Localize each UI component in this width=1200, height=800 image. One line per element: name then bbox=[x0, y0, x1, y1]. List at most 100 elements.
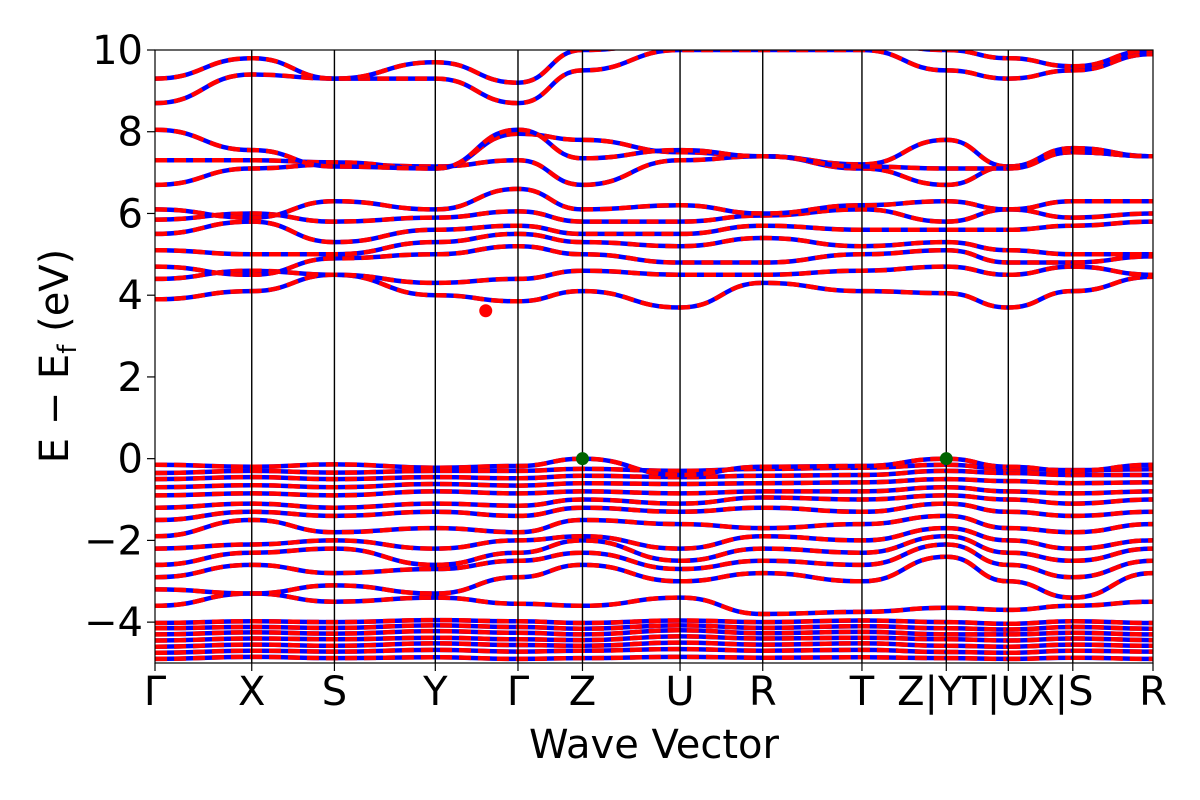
band-30-spin-down-seg-4 bbox=[1072, 149, 1153, 159]
band-15-spin-down-seg-3 bbox=[1008, 497, 1073, 506]
vbm-marker-3 bbox=[939, 452, 953, 466]
y-axis-title-unit: (eV) bbox=[32, 249, 78, 345]
band-6-spin-down-seg-3 bbox=[1008, 624, 1073, 632]
x-tick-label: R bbox=[749, 669, 777, 715]
band-6-spin-down-seg-2 bbox=[946, 626, 1009, 632]
band-5-spin-down-seg-1 bbox=[155, 628, 947, 637]
band-12-spin-down-seg-4 bbox=[1072, 538, 1153, 551]
band-8-spin-down-seg-2 bbox=[946, 605, 1009, 613]
band-3-spin-down-seg-3 bbox=[1008, 642, 1073, 649]
band-23-spin-down-seg-2 bbox=[946, 247, 1009, 265]
band-30-spin-down-seg-1 bbox=[155, 127, 947, 171]
band-17-spin-down-seg-2 bbox=[946, 476, 1009, 484]
band-6-spin-down-seg-1 bbox=[155, 623, 947, 631]
band-11-spin-down-seg-4 bbox=[1072, 546, 1153, 564]
y-axis-title-subscript: f bbox=[53, 344, 83, 354]
band-20 bbox=[155, 456, 1153, 478]
y-tick-label: 0 bbox=[118, 437, 143, 483]
band-9-spin-down-seg-4 bbox=[1072, 570, 1153, 600]
band-3 bbox=[155, 640, 1153, 649]
band-2-spin-down-seg-3 bbox=[1008, 648, 1073, 656]
band-29-spin-down-seg-2 bbox=[946, 137, 1009, 169]
plot-frame bbox=[154, 49, 1154, 664]
band-30 bbox=[155, 127, 1153, 171]
band-29-spin-up-seg-2 bbox=[944, 137, 1011, 169]
extrema-markers bbox=[479, 304, 953, 466]
band-24-spin-down-seg-1 bbox=[155, 231, 947, 257]
band-12-spin-down-seg-3 bbox=[1008, 538, 1073, 551]
band-8 bbox=[155, 591, 1153, 617]
band-6-spin-down-seg-4 bbox=[1072, 624, 1153, 631]
band-7-spin-down-seg-3 bbox=[1008, 619, 1073, 627]
band-25 bbox=[155, 219, 1153, 245]
cbm-marker-1 bbox=[479, 304, 493, 318]
y-tick-label: 8 bbox=[118, 110, 143, 156]
band-31-spin-down-seg-3 bbox=[1008, 68, 1073, 81]
band-10-spin-up-seg-2 bbox=[944, 542, 1011, 568]
x-tick-label: Z bbox=[569, 669, 596, 715]
band-4-spin-down-seg-3 bbox=[1008, 636, 1073, 643]
band-14-spin-down-seg-4 bbox=[1072, 509, 1153, 519]
band-22 bbox=[155, 264, 1153, 286]
band-25-spin-down-seg-3 bbox=[1008, 223, 1073, 233]
x-tick-label: T bbox=[849, 669, 875, 715]
band-10-spin-down-seg-4 bbox=[1072, 558, 1153, 580]
band-13-spin-down-seg-4 bbox=[1072, 521, 1153, 535]
band-13 bbox=[155, 513, 1153, 539]
y-axis-title-main: E − E bbox=[32, 354, 78, 464]
band-16-spin-down-seg-4 bbox=[1072, 489, 1153, 496]
x-tick-label: R bbox=[1139, 669, 1167, 715]
band-23 bbox=[155, 243, 1153, 278]
band-17-spin-down-seg-4 bbox=[1072, 480, 1153, 486]
y-tick-label: 4 bbox=[118, 273, 143, 319]
band-23-spin-down-seg-1 bbox=[155, 243, 947, 278]
band-8-spin-down-seg-3 bbox=[1008, 603, 1073, 613]
band-32-spin-down-seg-1 bbox=[155, 50, 947, 85]
y-tick-label: 2 bbox=[118, 355, 143, 401]
band-21-spin-down-seg-1 bbox=[155, 272, 947, 310]
band-24 bbox=[155, 231, 1153, 257]
y-tick-label: 6 bbox=[118, 191, 143, 237]
x-tick-label: T|U bbox=[961, 669, 1029, 715]
vbm-marker-2 bbox=[575, 452, 589, 466]
band-13-spin-down-seg-2 bbox=[946, 513, 1009, 531]
band-8-spin-down-seg-1 bbox=[155, 591, 947, 617]
band-3-spin-down-seg-2 bbox=[946, 643, 1009, 649]
band-15-spin-down-seg-1 bbox=[155, 493, 947, 510]
band-17 bbox=[155, 476, 1153, 490]
x-tick-label: U bbox=[665, 669, 694, 715]
band-15-spin-down-seg-4 bbox=[1072, 497, 1153, 506]
band-31-spin-down-seg-1 bbox=[155, 50, 947, 106]
x-tick-label: X|S bbox=[1027, 669, 1093, 715]
band-7-spin-down-seg-1 bbox=[155, 617, 947, 626]
band-20-spin-down-seg-4 bbox=[1072, 462, 1153, 474]
band-20-spin-down-seg-1 bbox=[155, 456, 947, 478]
band-15 bbox=[155, 493, 1153, 510]
band-4-spin-down-seg-1 bbox=[155, 634, 947, 643]
band-9-spin-down-seg-3 bbox=[1008, 579, 1073, 600]
band-1-spin-down-seg-1 bbox=[155, 654, 947, 662]
band-10 bbox=[155, 542, 1153, 580]
band-8-spin-down-seg-4 bbox=[1072, 599, 1153, 609]
band-6 bbox=[155, 623, 1153, 632]
x-tick-label: X bbox=[238, 669, 265, 715]
band-14-spin-down-seg-1 bbox=[155, 501, 947, 523]
band-23-spin-down-seg-4 bbox=[1072, 254, 1153, 265]
band-21 bbox=[155, 272, 1153, 310]
band-27-spin-down-seg-1 bbox=[155, 186, 947, 220]
band-5-spin-down-seg-3 bbox=[1008, 630, 1073, 637]
band-22-spin-down-seg-3 bbox=[1008, 264, 1073, 278]
band-9 bbox=[155, 554, 1153, 600]
band-25-spin-down-seg-1 bbox=[155, 219, 947, 245]
band-18-spin-down-seg-2 bbox=[946, 468, 1009, 476]
band-16 bbox=[155, 485, 1153, 498]
band-12 bbox=[155, 525, 1153, 551]
x-tick-label: Z|Y bbox=[897, 669, 963, 715]
x-tick-label: Y bbox=[422, 669, 448, 715]
band-32-spin-down-seg-3 bbox=[1008, 55, 1073, 69]
y-tick-label: 10 bbox=[92, 28, 143, 74]
band-4-spin-down-seg-2 bbox=[946, 637, 1009, 643]
band-5 bbox=[155, 628, 1153, 637]
y-axis-title: E − Ef (eV) bbox=[32, 249, 83, 464]
band-14 bbox=[155, 501, 1153, 523]
